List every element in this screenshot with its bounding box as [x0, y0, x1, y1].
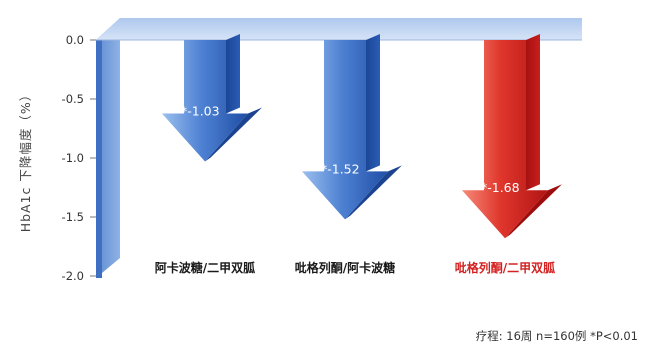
bar-front-face: [302, 40, 388, 220]
y-tick-label: -1.5: [62, 210, 84, 224]
bar-arrow: *-1.03: [162, 34, 262, 162]
bar-side-face: [366, 34, 380, 172]
bar-front-face: [162, 40, 248, 162]
y-axis-face: [96, 40, 102, 278]
y-tick-label: -2.0: [62, 269, 84, 283]
category-labels: 阿卡波糖/二甲双胍 吡格列酮/阿卡波糖 吡格列酮/二甲双胍: [155, 260, 555, 275]
value-label: *-1.68: [481, 180, 520, 195]
bar-front-face: [462, 40, 548, 239]
value-label: *-1.52: [321, 161, 360, 176]
y-tick-label: 0.0: [66, 33, 84, 47]
bar-head-side: [345, 165, 402, 220]
bar-series: *-1.03 *-1.52 *-1.68: [162, 34, 562, 239]
y-tick-label: -0.5: [62, 92, 84, 106]
bar-side-face: [526, 34, 540, 191]
bar-head-side: [505, 184, 562, 239]
footnote: 疗程: 16周 n=160例 *P<0.01: [475, 329, 638, 343]
category-label: 吡格列酮/阿卡波糖: [295, 260, 395, 275]
y-axis-ticks: 0.0 -0.5 -1.0 -1.5 -2.0: [62, 33, 96, 283]
y-axis-title: HbA1c 下降幅度（%）: [18, 88, 33, 233]
zero-line-shelf: [96, 18, 582, 40]
bar-head-side: [205, 107, 262, 162]
value-label: *-1.03: [181, 104, 220, 119]
category-label: 阿卡波糖/二甲双胍: [155, 260, 255, 275]
y-tick-label: -1.0: [62, 151, 84, 165]
bar-arrow: *-1.52: [302, 34, 402, 220]
bar-side-face: [226, 34, 240, 114]
category-label: 吡格列酮/二甲双胍: [455, 260, 555, 275]
bar-arrow: *-1.68: [462, 34, 562, 239]
